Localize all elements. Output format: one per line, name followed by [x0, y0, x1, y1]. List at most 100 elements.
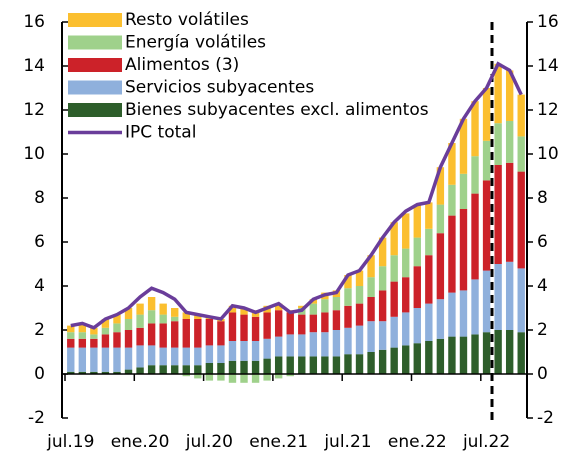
bar: [217, 345, 225, 363]
bar: [147, 345, 156, 366]
legend-swatch: [68, 58, 122, 72]
bar: [390, 316, 398, 348]
bar: [113, 347, 121, 372]
bar: [263, 312, 271, 339]
bar: [251, 341, 260, 361]
bar: [274, 303, 283, 311]
bar: [309, 303, 318, 315]
bar: [67, 338, 75, 348]
bar: [159, 365, 167, 374]
bar: [505, 70, 514, 121]
bar: [402, 213, 410, 249]
bar: [136, 327, 144, 346]
bar: [147, 310, 156, 324]
bar: [448, 215, 456, 293]
bar: [448, 292, 456, 337]
bar: [425, 202, 433, 229]
bar: [113, 332, 121, 348]
bar: [194, 319, 202, 348]
bar: [367, 321, 375, 352]
bar: [321, 356, 329, 374]
bar: [332, 356, 341, 374]
bar: [390, 222, 398, 256]
bar: [355, 303, 364, 326]
bar: [332, 310, 341, 330]
bar: [182, 312, 190, 319]
y-tick-label: 14: [23, 56, 45, 76]
bar: [425, 228, 433, 256]
bar: [159, 323, 167, 348]
bar: [321, 312, 329, 333]
bar: [425, 255, 433, 304]
bar: [378, 290, 387, 322]
bar: [494, 330, 502, 374]
bar: [482, 180, 491, 271]
bar: [505, 121, 514, 163]
bar: [101, 319, 110, 328]
bar: [90, 347, 98, 372]
bar: [471, 193, 479, 280]
y2-tick-label: 2: [537, 320, 548, 340]
bar: [459, 209, 468, 291]
bar: [355, 286, 364, 304]
bar: [240, 314, 248, 341]
bar: [517, 136, 525, 172]
bar: [355, 354, 364, 374]
bar: [159, 347, 167, 366]
bar: [413, 204, 421, 238]
line: [70, 61, 523, 330]
bar: [240, 374, 248, 383]
bar: [113, 323, 121, 333]
bar: [274, 356, 283, 374]
bar: [378, 237, 387, 267]
bar: [436, 167, 445, 205]
bar: [101, 347, 110, 372]
bar: [309, 332, 318, 357]
x-tick-label: jul.20: [185, 432, 233, 452]
bar: [367, 352, 375, 374]
bar: [90, 371, 98, 374]
bar: [274, 310, 283, 337]
bar: [228, 312, 237, 341]
legend-label: Servicios subyacentes: [125, 78, 314, 98]
bar: [113, 371, 121, 374]
bar: [402, 277, 410, 313]
bar: [171, 365, 179, 374]
bar: [321, 332, 329, 357]
bar: [67, 347, 75, 372]
bar: [471, 279, 479, 335]
bar: [390, 255, 398, 282]
bar: [171, 316, 179, 322]
bar: [471, 156, 479, 194]
y-tick-label: 10: [23, 144, 45, 164]
bar: [263, 374, 271, 381]
y2-tick-label: 6: [537, 232, 548, 252]
bar: [101, 371, 110, 374]
bar: [286, 334, 294, 357]
bar: [344, 305, 352, 328]
bar: [402, 345, 410, 374]
bar: [298, 305, 306, 308]
legend-swatch: [68, 35, 122, 50]
y-tick-label: 12: [23, 100, 45, 120]
bar: [182, 319, 190, 348]
bar: [217, 321, 225, 346]
bar: [448, 184, 456, 216]
bar: [436, 233, 445, 300]
bar: [263, 358, 271, 374]
bar: [90, 338, 98, 348]
bar: [90, 334, 98, 339]
bar: [355, 270, 364, 286]
bar: [471, 334, 479, 374]
bar: [124, 319, 133, 330]
bar: [101, 327, 110, 335]
x-tick-label: ene.20: [111, 432, 170, 452]
bar: [240, 308, 248, 315]
bar: [471, 101, 479, 157]
bar: [332, 330, 341, 357]
bar: [124, 330, 133, 348]
bar: [298, 334, 306, 357]
bar: [194, 374, 202, 379]
bar: [78, 347, 87, 372]
bar: [482, 140, 491, 181]
